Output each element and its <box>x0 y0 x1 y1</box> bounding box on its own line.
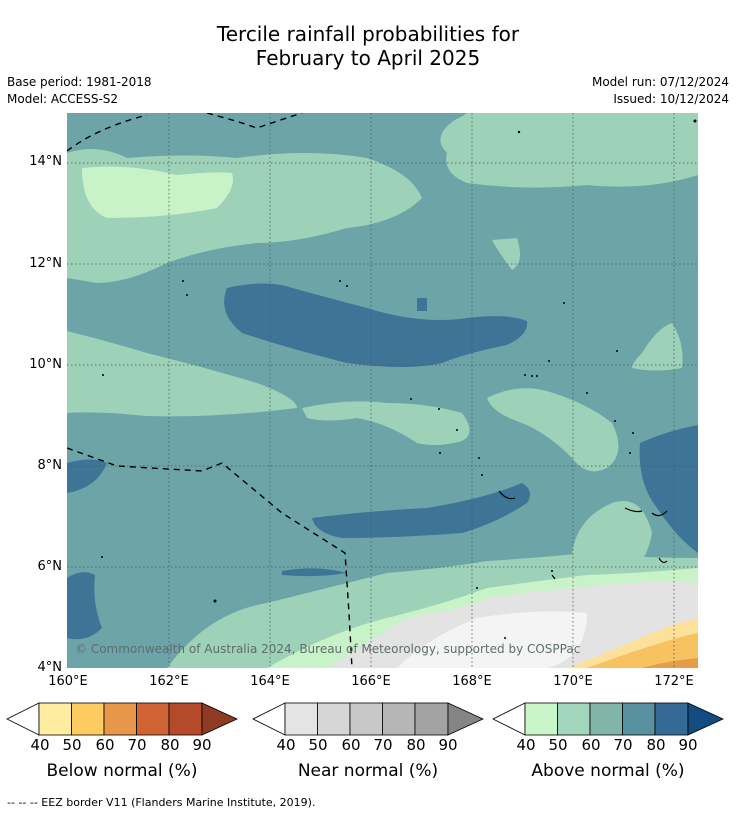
region-above-80-east <box>639 425 698 553</box>
metadata-right: Model run: 07/12/2024 Issued: 10/12/2024 <box>592 74 729 108</box>
lat-tick-6n: 6°N <box>37 559 63 574</box>
lat-tick-4n: 4°N <box>37 660 63 675</box>
base-period: Base period: 1981-2018 <box>7 75 152 89</box>
region-above-80-north <box>224 283 528 367</box>
lon-tick-162e: 162°E <box>149 674 189 689</box>
below-label-80: 80 <box>160 736 180 754</box>
issued-date: Issued: 10/12/2024 <box>613 92 729 106</box>
lon-tick-166e: 166°E <box>351 674 391 689</box>
colorbar-below-swatches <box>6 702 238 736</box>
region-below-60 <box>587 633 698 668</box>
probability-map: © Commonwealth of Australia 2024, Bureau… <box>67 113 698 668</box>
model-run: Model run: 07/12/2024 <box>591 75 729 89</box>
region-above-50-top <box>82 166 233 218</box>
colorbar-swatch <box>447 702 484 736</box>
near-label-80: 80 <box>406 736 426 754</box>
colorbar-above-swatches <box>492 702 724 736</box>
colorbar-swatch <box>557 702 591 736</box>
colorbar-swatch <box>622 702 656 736</box>
eez-footnote: -- -- -- EEZ border V11 (Flanders Marine… <box>7 796 316 809</box>
region-above-60-right <box>487 388 619 472</box>
near-label-50: 50 <box>308 736 328 754</box>
graticule <box>67 113 698 668</box>
below-label-40: 40 <box>30 736 50 754</box>
lon-tick-160e: 160°E <box>48 674 88 689</box>
colorbar-swatch <box>103 702 137 736</box>
colorbar-swatch <box>71 702 105 736</box>
chart-title: Tercile rainfall probabilities for Febru… <box>0 22 736 70</box>
above-normal-title: Above normal (%) <box>531 761 685 781</box>
colorbar-swatch <box>317 702 351 736</box>
lat-tick-14n: 14°N <box>29 154 62 169</box>
islands <box>101 119 697 639</box>
metadata-left: Base period: 1981-2018 Model: ACCESS-S2 <box>7 74 152 108</box>
region-above-80-mid <box>312 483 531 538</box>
above-label-80: 80 <box>646 736 666 754</box>
colorbar-swatch <box>524 702 558 736</box>
above-label-40: 40 <box>516 736 536 754</box>
lat-tick-10n: 10°N <box>29 357 62 372</box>
near-label-40: 40 <box>276 736 296 754</box>
above-label-70: 70 <box>613 736 633 754</box>
copyright-text: © Commonwealth of Australia 2024, Bureau… <box>75 642 580 656</box>
colorbar-swatch <box>38 702 72 736</box>
lon-tick-170e: 170°E <box>553 674 593 689</box>
title-line-1: Tercile rainfall probabilities for <box>216 22 520 46</box>
colorbar-swatch <box>492 702 526 736</box>
region-below-70 <box>642 658 698 668</box>
below-label-60: 60 <box>95 736 115 754</box>
lon-tick-168e: 168°E <box>452 674 492 689</box>
model-name: Model: ACCESS-S2 <box>7 92 119 106</box>
colorbar-swatch <box>6 702 40 736</box>
below-label-50: 50 <box>62 736 82 754</box>
above-label-60: 60 <box>581 736 601 754</box>
lat-tick-8n: 8°N <box>37 458 63 473</box>
colorbar-swatch <box>252 702 286 736</box>
eez-border <box>67 113 353 668</box>
lon-tick-172e: 172°E <box>654 674 694 689</box>
colorbar-swatch <box>687 702 724 736</box>
near-label-90: 90 <box>438 736 458 754</box>
lat-tick-12n: 12°N <box>29 256 62 271</box>
colorbar-swatch <box>168 702 203 736</box>
title-line-2: February to April 2025 <box>255 46 481 70</box>
near-label-60: 60 <box>341 736 361 754</box>
colorbar-near-swatches <box>252 702 484 736</box>
colorbar-swatch <box>382 702 416 736</box>
colorbar-swatch <box>414 702 449 736</box>
near-normal-title: Near normal (%) <box>297 761 439 781</box>
below-label-90: 90 <box>192 736 212 754</box>
colorbar-swatch <box>201 702 238 736</box>
colorbar-swatch <box>284 702 318 736</box>
region-above-60-top-right <box>440 113 698 188</box>
colorbar-swatch <box>349 702 383 736</box>
below-label-70: 70 <box>127 736 147 754</box>
lon-tick-164e: 164°E <box>250 674 290 689</box>
colorbar-swatch <box>136 702 170 736</box>
below-normal-title: Below normal (%) <box>46 761 198 781</box>
colorbar-swatch <box>654 702 689 736</box>
region-above-60-mid-left <box>67 331 297 417</box>
above-label-50: 50 <box>548 736 568 754</box>
colorbar-swatch <box>589 702 623 736</box>
near-label-70: 70 <box>373 736 393 754</box>
above-label-90: 90 <box>678 736 698 754</box>
